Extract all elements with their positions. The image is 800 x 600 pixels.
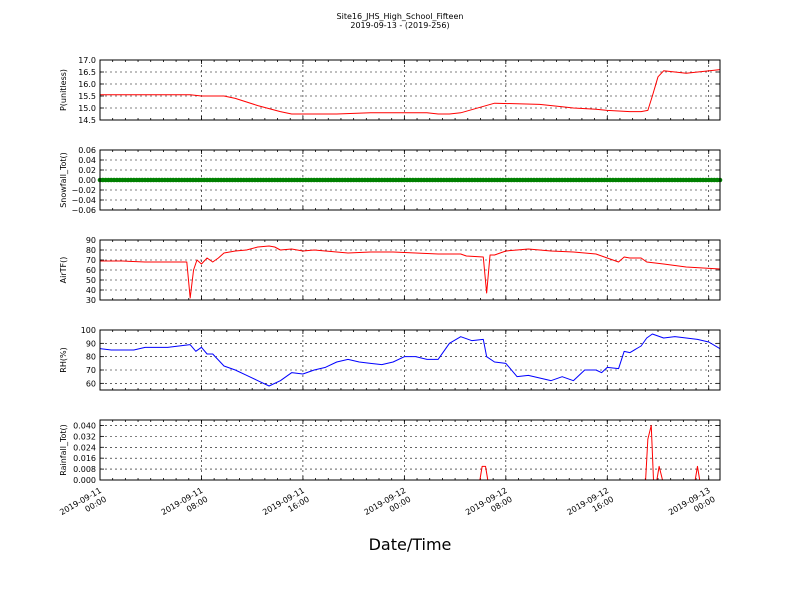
y-axis-label-airtf: AirTF(): [59, 257, 68, 284]
y-tick-label: 40: [86, 286, 96, 295]
x-tick-label: 2019-09-1116:00: [261, 486, 311, 526]
y-tick-label: 0.04: [78, 156, 96, 165]
y-tick-label: 90: [86, 339, 96, 348]
plot-frame: [99, 149, 721, 211]
y-tick-label: 0.02: [78, 166, 96, 175]
plot-frame: [99, 419, 721, 481]
y-tick-label: 60: [86, 379, 96, 388]
y-tick-label: 0.032: [73, 432, 96, 441]
series-snowfall-tot: [97, 177, 723, 183]
y-tick-label: 0.000: [73, 476, 96, 485]
y-tick-label: 0.00: [78, 176, 96, 185]
panel-rh: 60 70 80 90 100 RH(%): [59, 326, 721, 391]
panel-snowfall-tot: −0.06−0.04−0.020.000.020.040.06 Snowfall_…: [59, 146, 723, 215]
x-tick-label: 2019-09-1216:00: [566, 486, 616, 526]
x-tick-label: 2019-09-1208:00: [464, 486, 514, 526]
y-tick-label: 50: [86, 276, 96, 285]
y-tick-label: 15.0: [78, 104, 96, 113]
y-tick-label: 0.016: [73, 454, 96, 463]
plot-frame: [99, 329, 721, 391]
y-tick-label: 16.0: [78, 80, 96, 89]
y-tick-label: −0.04: [71, 196, 96, 205]
series-line-airtf: [100, 245, 721, 299]
y-tick-label: 0.008: [73, 465, 96, 474]
y-axis-label-snowfall-tot: Snowfall_Tot(): [59, 152, 68, 208]
y-tick-label: 0.040: [73, 421, 96, 430]
x-tick-label: 2019-09-1300:00: [667, 486, 717, 526]
x-tick-label: 2019-09-1108:00: [160, 486, 210, 526]
plot-frame: [99, 59, 721, 121]
x-axis-tick-labels: 2019-09-1100:00 2019-09-1108:00 2019-09-11…: [58, 486, 717, 526]
figure-title-line2: 2019-09-13 - (2019-256): [350, 21, 449, 30]
x-axis-label: Date/Time: [369, 535, 452, 554]
y-tick-label: 70: [86, 256, 96, 265]
y-tick-label: 0.06: [78, 146, 96, 155]
plot-frame: [99, 239, 721, 301]
y-tick-label: 80: [86, 246, 96, 255]
y-axis-label-rh: RH(%): [59, 347, 68, 372]
x-tick-label: 2019-09-1200:00: [363, 486, 413, 526]
y-tick-label: −0.02: [71, 186, 96, 195]
figure-title-line1: Site16_JHS_High_School_Fifteen: [337, 12, 464, 21]
y-tick-label: 17.0: [78, 56, 96, 65]
series-line-rh: [99, 333, 721, 387]
y-tick-label: 16.5: [78, 68, 96, 77]
x-tick-label: 2019-09-1100:00: [58, 486, 108, 526]
panel-p-unitless: 14.5 15.0 15.5 16.0 16.5 17.0 P(unitless): [59, 56, 721, 125]
y-axis-label-rainfall-tot: Rainfall_Tot(): [59, 424, 68, 476]
y-tick-label: 0.024: [73, 443, 96, 452]
y-tick-label: 15.5: [78, 92, 96, 101]
y-axis-label-p-unitless: P(unitless): [59, 69, 68, 111]
y-tick-label: 80: [86, 353, 96, 362]
y-tick-label: 100: [81, 326, 96, 335]
y-tick-label: 60: [86, 266, 96, 275]
y-tick-label: −0.06: [71, 206, 96, 215]
series-line-p-unitless: [100, 69, 721, 115]
panels: 14.5 15.0 15.5 16.0 16.5 17.0 P(unitless) −0.06…: [59, 56, 723, 485]
y-tick-label: 30: [86, 296, 96, 305]
y-tick-label: 14.5: [78, 116, 96, 125]
series-line-rainfall-tot: [100, 424, 720, 481]
panel-rainfall-tot: 0.000 0.008 0.016 0.024 0.032 0.040 Rainfall_T…: [59, 419, 721, 485]
y-tick-label: 90: [86, 236, 96, 245]
y-tick-label: 70: [86, 366, 96, 375]
